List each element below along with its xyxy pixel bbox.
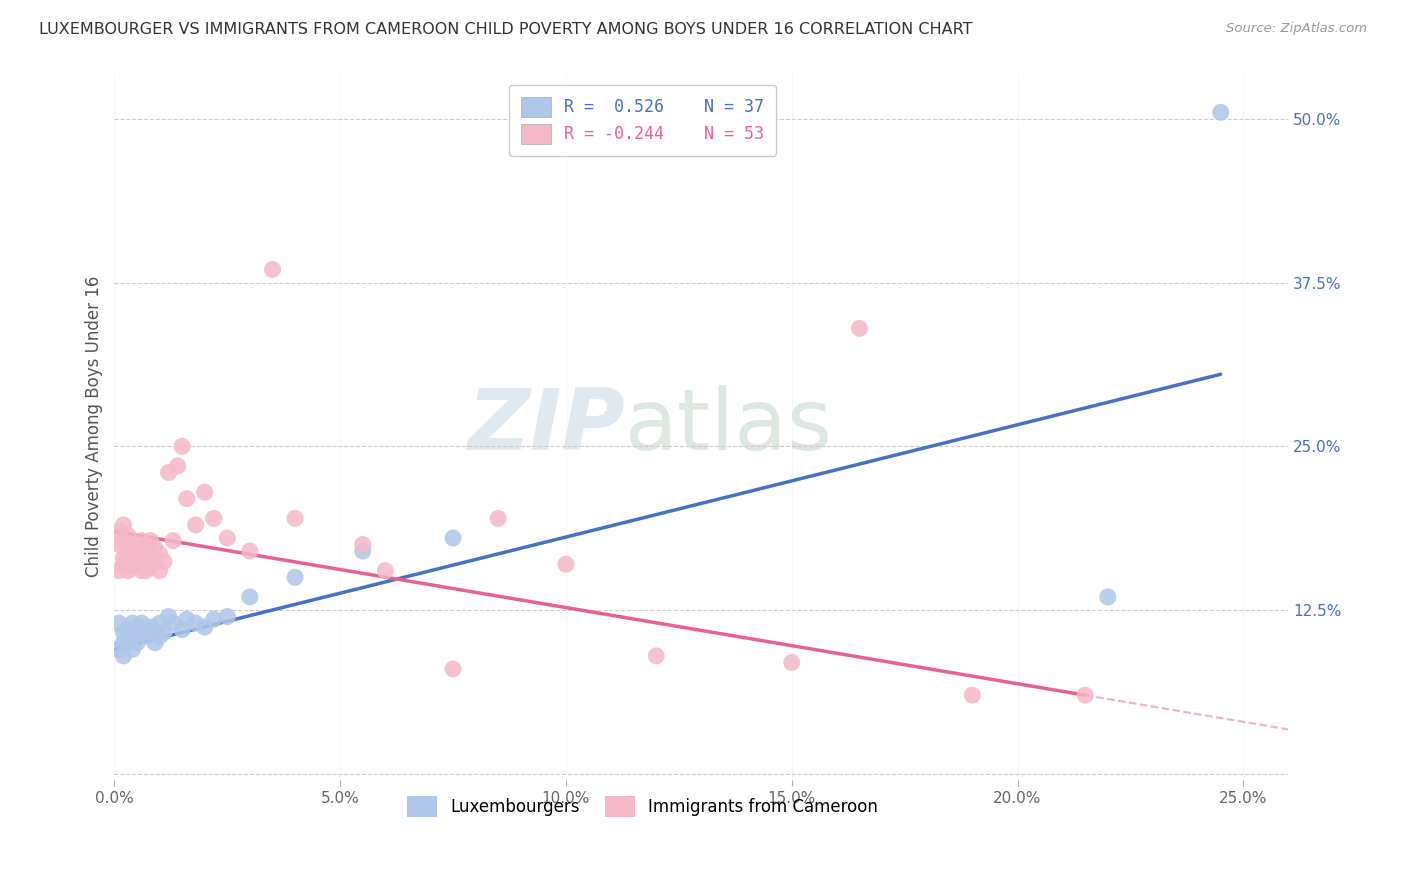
Point [153,625,176,640]
Point [1209,105,1232,120]
Point [121,642,143,657]
Point [139,533,162,548]
Point [131,564,153,578]
Point [176,612,198,626]
Point [121,625,143,640]
Point [121,616,143,631]
Point [125,537,148,551]
Point [645,648,668,663]
Point [143,555,166,569]
Point [125,547,148,561]
Y-axis label: Child Poverty Among Boys Under 16: Child Poverty Among Boys Under 16 [86,276,103,577]
Point [148,564,170,578]
Point [176,491,198,506]
Point [139,620,162,634]
Point [239,590,262,604]
Point [239,544,262,558]
Point [157,466,180,480]
Point [117,564,139,578]
Point [112,533,135,548]
Point [184,517,207,532]
Point [194,620,217,634]
Point [117,629,139,643]
Point [780,656,803,670]
Point [441,531,464,545]
Point [486,511,509,525]
Point [441,662,464,676]
Point [139,550,162,565]
Point [131,616,153,631]
Point [121,541,143,556]
Point [112,648,135,663]
Point [148,616,170,631]
Point [108,616,131,631]
Point [217,609,239,624]
Point [139,625,162,640]
Text: LUXEMBOURGER VS IMMIGRANTS FROM CAMEROON CHILD POVERTY AMONG BOYS UNDER 16 CORRE: LUXEMBOURGER VS IMMIGRANTS FROM CAMEROON… [39,22,973,37]
Point [135,629,157,643]
Point [202,511,225,525]
Point [117,623,139,637]
Text: Source: ZipAtlas.com: Source: ZipAtlas.com [1226,22,1367,36]
Point [112,636,135,650]
Point [125,555,148,569]
Point [139,559,162,574]
Point [108,642,131,657]
Point [172,439,194,453]
Point [117,544,139,558]
Point [131,533,153,548]
Text: ZIP: ZIP [467,385,626,468]
Point [284,511,307,525]
Point [555,557,578,571]
Point [148,629,170,643]
Point [194,485,217,500]
Point [848,321,870,335]
Point [117,528,139,542]
Point [172,623,194,637]
Point [284,570,307,584]
Point [131,620,153,634]
Point [148,547,170,561]
Point [374,564,396,578]
Point [131,550,153,565]
Point [166,458,188,473]
Point [1097,590,1119,604]
Text: atlas: atlas [626,385,834,468]
Point [112,557,135,571]
Point [217,531,239,545]
Point [112,625,135,640]
Legend: Luxembourgers, Immigrants from Cameroon: Luxembourgers, Immigrants from Cameroon [399,788,887,825]
Point [162,533,184,548]
Point [121,557,143,571]
Point [112,517,135,532]
Point [108,537,131,551]
Point [135,564,157,578]
Point [117,636,139,650]
Point [143,636,166,650]
Point [202,612,225,626]
Point [262,262,284,277]
Point [184,616,207,631]
Point [162,616,184,631]
Point [352,537,374,551]
Point [143,541,166,556]
Point [117,550,139,565]
Point [112,550,135,565]
Point [135,547,157,561]
Point [108,564,131,578]
Point [352,544,374,558]
Point [108,524,131,539]
Point [153,555,176,569]
Point [135,623,157,637]
Point [125,636,148,650]
Point [135,541,157,556]
Point [1074,688,1097,702]
Point [121,559,143,574]
Point [157,609,180,624]
Point [962,688,984,702]
Point [125,625,148,640]
